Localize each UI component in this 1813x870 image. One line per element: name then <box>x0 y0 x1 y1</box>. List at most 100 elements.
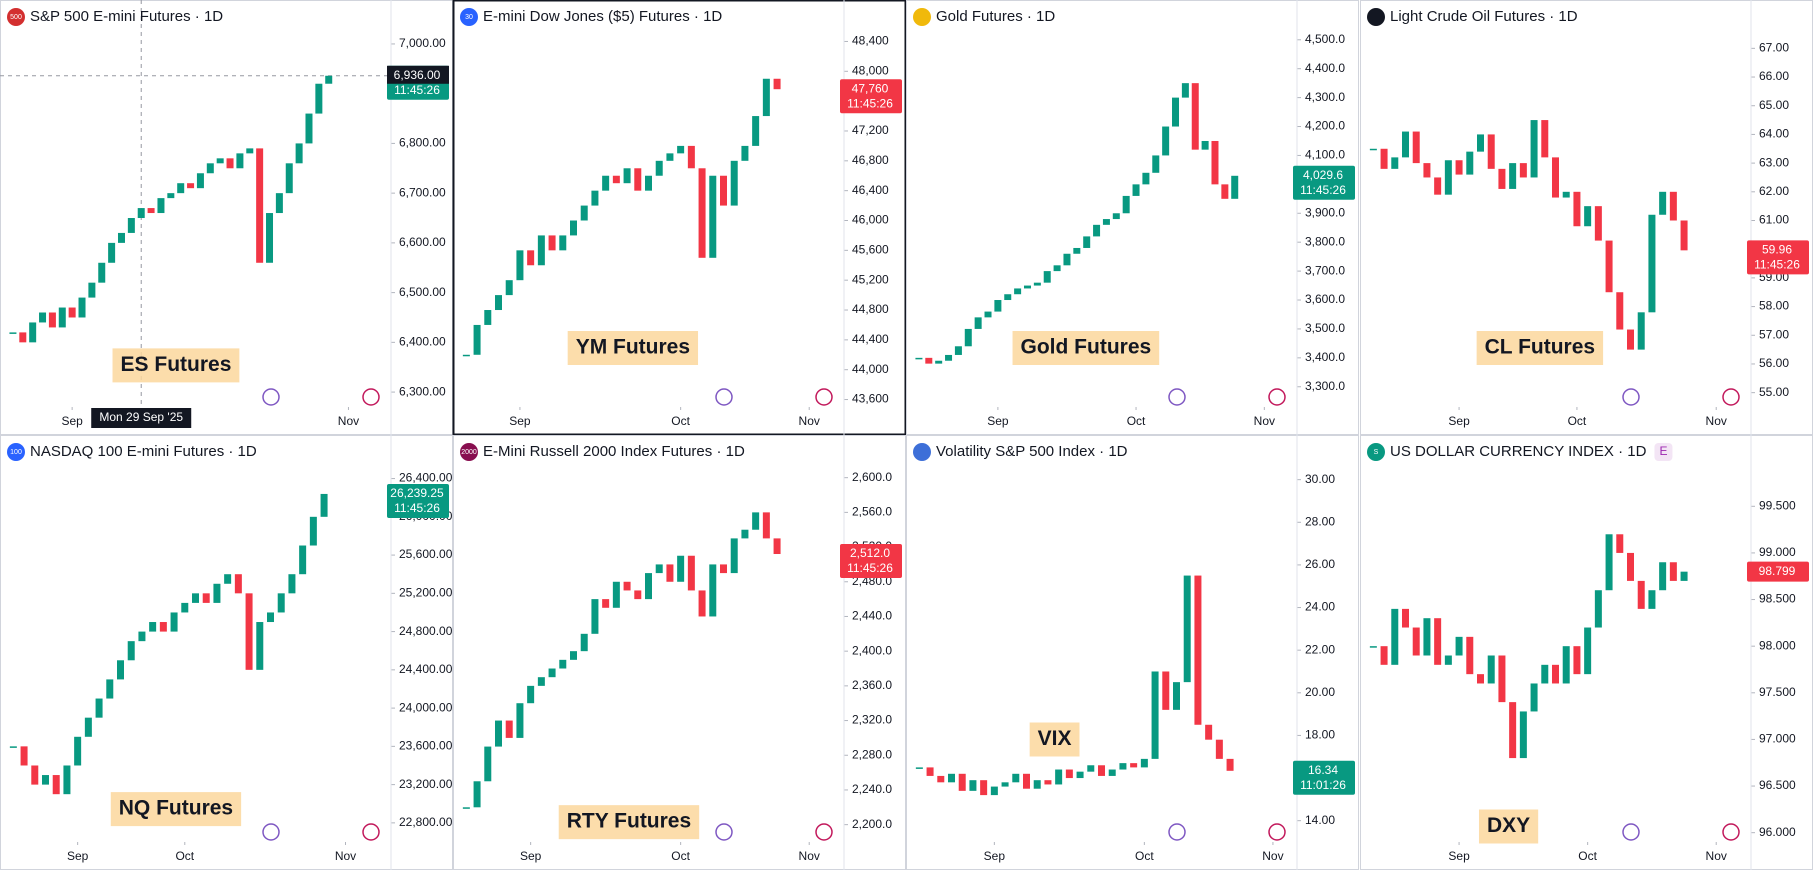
candle <box>591 599 599 634</box>
panel-border <box>452 0 907 436</box>
symbol-badge-text: 2000 <box>461 449 477 456</box>
candle <box>1605 240 1613 293</box>
candle <box>1477 134 1484 152</box>
candle <box>1552 664 1559 684</box>
candle <box>1102 219 1110 225</box>
alert-icon[interactable] <box>1268 823 1286 841</box>
candle <box>1477 674 1484 684</box>
candle <box>1562 646 1570 684</box>
last-price-tag <box>1293 165 1355 200</box>
chart-title[interactable]: NASDAQ 100 E-mini Futures · 1D <box>30 443 257 460</box>
candle <box>645 573 652 600</box>
y-tick-label: 3,700.0 <box>1305 263 1345 277</box>
last-price-tag <box>1747 561 1809 582</box>
candle <box>20 746 28 766</box>
y-tick-label: 48,000 <box>852 63 889 77</box>
x-tick-label: Oct <box>175 849 194 863</box>
y-tick-label: 22.00 <box>1305 642 1335 656</box>
candle <box>559 235 567 251</box>
candle <box>1648 214 1656 313</box>
candle <box>63 765 71 795</box>
y-tick-label: 97.500 <box>1759 685 1796 699</box>
y-tick-label: 22,800.00 <box>399 815 453 829</box>
annotation-label: CL Futures <box>1485 336 1595 359</box>
candle <box>1093 224 1101 237</box>
y-tick-label: 45,600 <box>852 243 889 257</box>
candle <box>687 145 695 169</box>
y-tick-label: 57.00 <box>1759 327 1789 341</box>
replay-icon[interactable] <box>262 388 280 406</box>
symbol-badge-text: 100 <box>10 449 22 456</box>
last-price-tag <box>387 483 449 518</box>
candle <box>945 354 953 361</box>
candle <box>127 641 135 661</box>
replay-icon[interactable] <box>1168 388 1186 406</box>
alert-icon[interactable] <box>1722 388 1740 406</box>
replay-icon[interactable] <box>715 823 733 841</box>
candle <box>1033 780 1041 789</box>
candle <box>1509 163 1517 189</box>
chart-title[interactable]: US DOLLAR CURRENCY INDEX · 1D <box>1390 443 1647 460</box>
candle <box>1584 206 1592 227</box>
last-price-label: 2,512.0 <box>850 546 890 560</box>
chart-panel: 22,800.00 23,200.00 23,600.00 24,000.00 24,4… <box>0 435 453 870</box>
candle <box>309 516 317 546</box>
candle <box>202 593 210 603</box>
replay-icon[interactable] <box>1168 823 1186 841</box>
y-tick-label: 6,600.00 <box>399 235 446 249</box>
annotation-box <box>567 331 699 365</box>
replay-icon[interactable] <box>1622 823 1640 841</box>
candle <box>1498 655 1506 703</box>
candle <box>84 717 92 737</box>
candle <box>78 297 86 318</box>
chart-title[interactable]: E-Mini Russell 2000 Index Futures · 1D <box>483 443 745 460</box>
candle <box>915 357 923 360</box>
y-tick-label: 46,000 <box>852 213 889 227</box>
candle <box>655 564 663 574</box>
countdown: 11:01:26 <box>1300 778 1346 792</box>
candle <box>1181 83 1189 98</box>
alert-icon[interactable] <box>362 388 380 406</box>
chart-title[interactable]: Light Crude Oil Futures · 1D <box>1390 8 1578 25</box>
candle <box>994 300 1002 312</box>
replay-icon[interactable] <box>715 388 733 406</box>
chart-panel: 55.0056.0057.0058.0059.0060.0061.0062.00… <box>1360 0 1813 435</box>
candle <box>187 183 195 189</box>
candle <box>1519 163 1527 178</box>
candle <box>954 346 962 355</box>
chart-title[interactable]: Gold Futures · 1D <box>936 8 1055 25</box>
annotation-label: DXY <box>1487 814 1530 837</box>
x-tick-label: Nov <box>338 414 359 428</box>
alert-icon[interactable] <box>362 823 380 841</box>
chart-title[interactable]: Volatility S&P 500 Index · 1D <box>936 443 1128 460</box>
candle <box>1498 168 1506 189</box>
chart-title[interactable]: S&P 500 E-mini Futures · 1D <box>30 8 223 25</box>
alert-icon[interactable] <box>815 823 833 841</box>
candle <box>1205 724 1213 740</box>
candle <box>915 767 923 769</box>
y-tick-label: 62.00 <box>1759 184 1789 198</box>
candle <box>1014 288 1022 295</box>
crosshair-date: Mon 29 Sep '25 <box>99 410 183 424</box>
candle <box>149 622 157 632</box>
symbol-icon <box>913 443 931 461</box>
extra-badge-box <box>1654 443 1673 461</box>
candle <box>256 148 264 263</box>
replay-icon[interactable] <box>262 823 280 841</box>
chart-panel: 14.0016.0018.0020.0022.0024.0026.0028.00… <box>906 435 1359 870</box>
alert-icon[interactable] <box>815 388 833 406</box>
replay-icon[interactable] <box>1622 388 1640 406</box>
alert-icon[interactable] <box>1722 823 1740 841</box>
candle <box>1369 148 1377 151</box>
annotation-label: NQ Futures <box>119 797 233 820</box>
alert-icon[interactable] <box>1268 388 1286 406</box>
candle <box>1221 184 1229 199</box>
chart-title[interactable]: E-mini Dow Jones ($5) Futures · 1D <box>483 8 722 25</box>
y-tick-label: 64.00 <box>1759 127 1789 141</box>
candle <box>1001 782 1009 787</box>
x-tick-label: Nov <box>1262 849 1283 863</box>
candle <box>537 235 545 266</box>
candle <box>299 545 307 575</box>
extra-badge: E <box>1659 444 1667 458</box>
